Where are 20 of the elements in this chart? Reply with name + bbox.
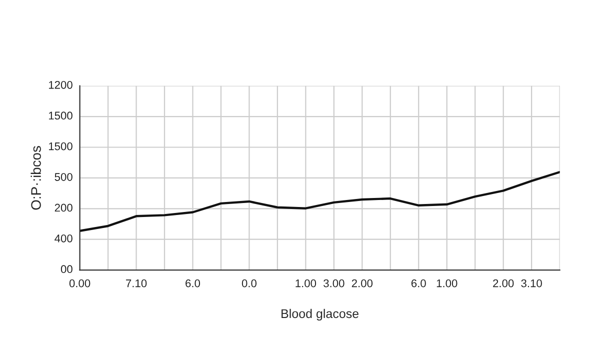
text: 200: [54, 204, 72, 212]
x-tick-label: 3.00: [324, 279, 344, 288]
y-axis-title: O:P·:ibcos: [30, 146, 41, 210]
x-tick-label: 2.00: [493, 279, 514, 288]
x-tick-label: 2.00: [352, 279, 373, 288]
text: 400: [54, 234, 72, 242]
text: 500: [54, 173, 72, 181]
x-tick-label: 6.0: [186, 279, 200, 288]
x-axis-title: Blood glacose: [282, 308, 359, 321]
x-tick-label: 1.00: [436, 279, 458, 288]
x-tick-label: 7.10: [126, 279, 147, 288]
x-tick-label: 1.00: [296, 279, 316, 288]
text: 1500: [48, 142, 72, 150]
text: 1500: [48, 112, 72, 120]
text: 00: [60, 265, 72, 274]
x-tick-label: 3.10: [521, 279, 542, 288]
x-tick-label: 0.00: [69, 279, 90, 288]
x-tick-label: 0.0: [242, 279, 256, 288]
text: 1200: [48, 80, 72, 89]
x-tick-label: 6.0: [411, 279, 426, 288]
